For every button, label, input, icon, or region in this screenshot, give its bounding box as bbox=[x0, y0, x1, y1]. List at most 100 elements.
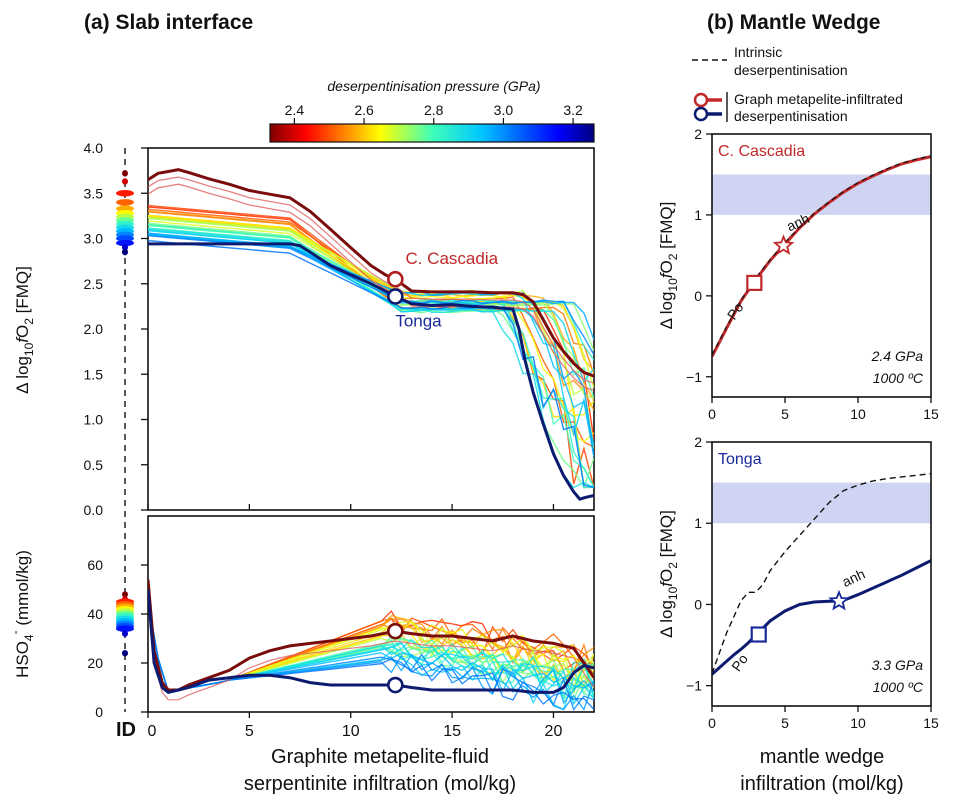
wedge-ytick-label: −1 bbox=[686, 678, 702, 694]
wedge-ytick-label: 1 bbox=[694, 207, 702, 223]
legend-intrinsic-label1: Intrinsic bbox=[734, 44, 782, 60]
slab-xtick-label: 5 bbox=[245, 723, 254, 740]
wedge-xtick-label: 5 bbox=[781, 406, 789, 422]
wedge-po-marker-cascadia bbox=[746, 274, 763, 291]
slab-top-line-tonga bbox=[148, 242, 594, 501]
slab-top-marker bbox=[387, 288, 404, 305]
slab-top-ytick-label: 2.0 bbox=[84, 321, 104, 337]
slab-xlabel-line1: Graphite metapelite-fluid bbox=[271, 746, 489, 768]
wedge-ytick-label: −1 bbox=[686, 369, 702, 385]
slab-top-ytick-label: 0.0 bbox=[84, 502, 104, 518]
wedge-xtick-label: 10 bbox=[850, 406, 866, 422]
wedge-ytick-label: 1 bbox=[694, 515, 702, 531]
slab-ensemble-line bbox=[148, 601, 594, 711]
legend-graph-label1: Graph metapelite-infiltrated bbox=[734, 91, 903, 107]
id-dot-top bbox=[116, 235, 134, 242]
slab-bottom-ylabel: HSO4- (mmol/kg) bbox=[8, 550, 36, 678]
slab-top-ytick-label: 2.5 bbox=[84, 276, 104, 292]
wedge-axes-cascadia bbox=[711, 133, 932, 398]
legend-red-circle bbox=[693, 92, 709, 108]
wedge-pressure-tonga: 3.3 GPa bbox=[872, 657, 924, 673]
colorbar-tick-label: 3.0 bbox=[494, 102, 514, 118]
slab-top-ytick-label: 1.0 bbox=[84, 412, 104, 428]
slab-top-marker bbox=[387, 270, 404, 288]
slab-top-ytick-label: 0.5 bbox=[84, 457, 104, 473]
id-dot-top bbox=[122, 244, 128, 251]
slab-bottom-ytick-label: 40 bbox=[87, 606, 103, 622]
slab-ensemble-line bbox=[148, 601, 594, 710]
wedge-anh-label-tonga: anh bbox=[840, 566, 868, 590]
legend-blue-circle bbox=[693, 106, 709, 122]
wedge-infiltrated-line-tonga bbox=[712, 559, 931, 676]
panel-b-title: (b) Mantle Wedge bbox=[707, 11, 880, 34]
id-dot-top bbox=[122, 170, 128, 177]
wedge-xtick-label: 15 bbox=[923, 406, 939, 422]
wedge-ytick-label: 0 bbox=[694, 596, 702, 612]
slab-bottom-ytick-label: 20 bbox=[87, 655, 103, 671]
colorbar-tick-label: 2.4 bbox=[285, 102, 305, 118]
panel-a-title: (a) Slab interface bbox=[84, 11, 253, 34]
wedge-panel-name-cascadia: C. Cascadia bbox=[718, 143, 805, 160]
id-dot-top bbox=[122, 248, 128, 256]
id-dot-top bbox=[116, 190, 134, 197]
slab-ensemble-line bbox=[148, 589, 594, 701]
wedge-xtick-label: 5 bbox=[781, 715, 789, 731]
wedge-xtick-label: 0 bbox=[708, 715, 716, 731]
wedge-target-band bbox=[712, 482, 931, 524]
slab-top-ytick-label: 1.5 bbox=[84, 366, 104, 382]
id-dot-bottom bbox=[122, 650, 128, 657]
slab-top-label-0: C. Cascadia bbox=[405, 249, 498, 268]
colorbar bbox=[269, 123, 595, 143]
colorbar-tick-label: 3.2 bbox=[563, 102, 583, 118]
slab-top-ytick-label: 3.0 bbox=[84, 231, 104, 247]
slab-xtick-label: 20 bbox=[545, 723, 563, 740]
wedge-ylabel-cascadia: Δ log10fO2 [FMQ] bbox=[657, 202, 680, 330]
slab-top-label-1: Tonga bbox=[395, 311, 442, 330]
wedge-intrinsic-line-tonga bbox=[712, 473, 931, 674]
slab-bottom-marker bbox=[387, 622, 404, 640]
wedge-panel-name-tonga: Tonga bbox=[718, 451, 762, 468]
wedge-xlabel-line2: infiltration (mol/kg) bbox=[740, 773, 903, 795]
slab-ensemble-line bbox=[148, 217, 594, 443]
slab-ensemble-line bbox=[148, 233, 594, 458]
wedge-po-marker-tonga bbox=[750, 626, 767, 643]
slab-top-ytick-label: 3.5 bbox=[84, 185, 104, 201]
slab-top-ylabel: Δ log10fO2 [FMQ] bbox=[13, 266, 36, 394]
wedge-anh-marker-cascadia bbox=[772, 234, 795, 255]
id-dot-bottom bbox=[116, 625, 134, 632]
slab-ensemble-line bbox=[148, 239, 594, 489]
id-dot-top bbox=[116, 239, 134, 247]
wedge-xtick-label: 10 bbox=[850, 715, 866, 731]
wedge-ytick-label: 0 bbox=[694, 288, 702, 304]
id-dot-top bbox=[122, 178, 128, 185]
legend-intrinsic-label2: deserpentinisation bbox=[734, 62, 848, 78]
wedge-temperature-tonga: 1000 ºC bbox=[873, 679, 924, 695]
slab-top-ytick-label: 4.0 bbox=[84, 140, 104, 156]
wedge-temperature-cascadia: 1000 ºC bbox=[873, 370, 924, 386]
slab-bottom-ytick-label: 0 bbox=[95, 704, 103, 720]
wedge-axes-tonga bbox=[711, 441, 932, 707]
id-dot-top bbox=[116, 205, 134, 212]
id-dot-bottom bbox=[122, 630, 128, 637]
id-label: ID bbox=[116, 719, 136, 741]
slab-bottom-marker bbox=[387, 676, 404, 694]
id-dot-bottom bbox=[122, 591, 128, 598]
slab-ensemble-line bbox=[148, 235, 594, 356]
wedge-xtick-label: 15 bbox=[923, 715, 939, 731]
slab-xtick-label: 15 bbox=[443, 723, 461, 740]
wedge-anh-marker-tonga bbox=[828, 589, 850, 611]
slab-xlabel-line2: serpentinite infiltration (mol/kg) bbox=[244, 773, 516, 795]
wedge-xlabel-line1: mantle wedge bbox=[760, 746, 885, 768]
wedge-ylabel-tonga: Δ log10fO2 [FMQ] bbox=[657, 510, 680, 638]
slab-xtick-label: 0 bbox=[148, 723, 157, 740]
slab-ensemble-line bbox=[148, 216, 594, 449]
wedge-ytick-label: 2 bbox=[694, 126, 702, 142]
colorbar-title: deserpentinisation pressure (GPa) bbox=[327, 78, 540, 94]
legend-graph-label2: deserpentinisation bbox=[734, 108, 848, 124]
wedge-po-label-cascadia: Po bbox=[724, 299, 747, 322]
wedge-ytick-label: 2 bbox=[694, 434, 702, 450]
colorbar-tick-label: 2.6 bbox=[354, 102, 374, 118]
slab-xtick-label: 10 bbox=[342, 723, 360, 740]
colorbar-tick-label: 2.8 bbox=[424, 102, 444, 118]
